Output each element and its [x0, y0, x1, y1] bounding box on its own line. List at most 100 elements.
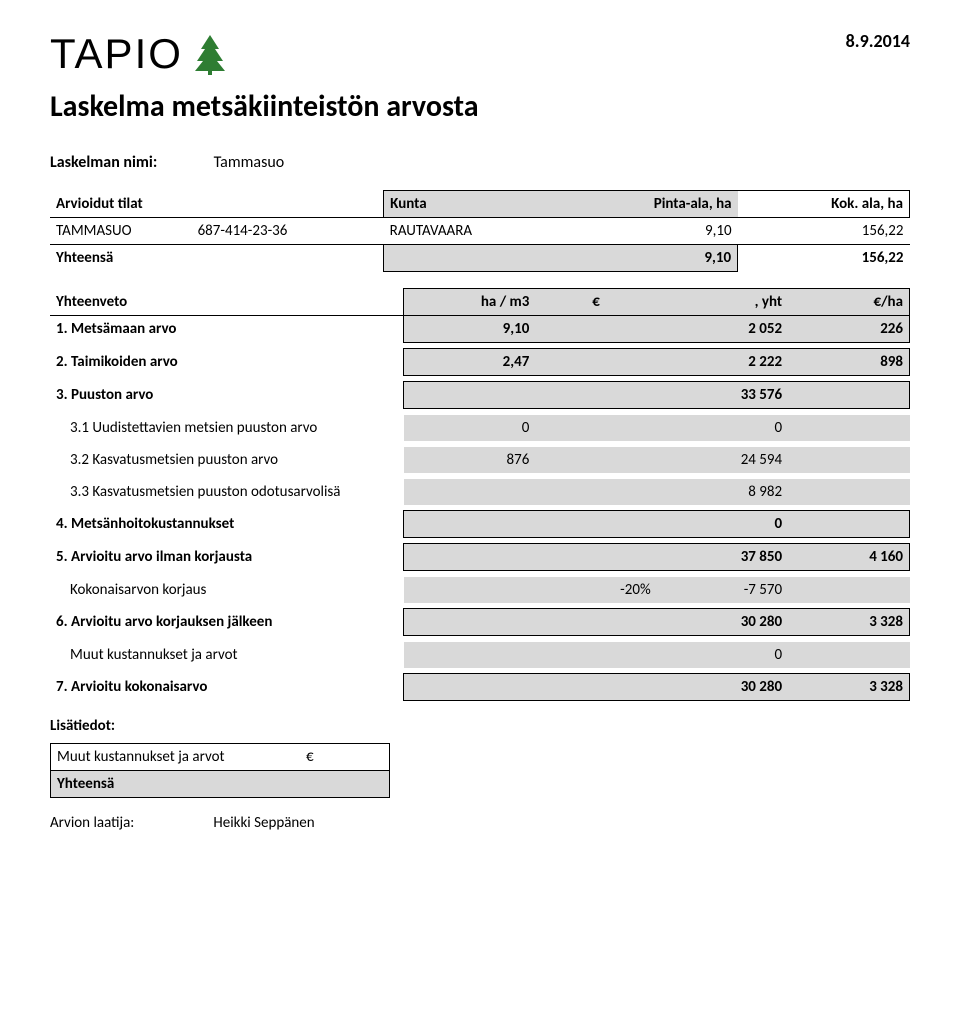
- veto-cell: [535, 479, 656, 505]
- veto-row: 4. Metsänhoitokustannukset 0: [50, 511, 910, 538]
- vh-4: €/ha: [788, 289, 909, 316]
- tila-pinta: 9,10: [556, 218, 738, 245]
- vh-3: , yht: [657, 289, 788, 316]
- veto-cell: [404, 642, 535, 668]
- veto-cell: [404, 609, 535, 636]
- veto-cell: 3.1 Uudistettavien metsien puuston arvo: [50, 415, 404, 441]
- author-label: Arvion laatija:: [50, 814, 210, 832]
- veto-cell: [535, 382, 656, 409]
- vh-2: €: [535, 289, 656, 316]
- veto-cell: 3 328: [788, 609, 909, 636]
- veto-cell: 6. Arvioitu arvo korjauksen jälkeen: [50, 609, 404, 636]
- veto-cell: 3.3 Kasvatusmetsien puuston odotusarvoli…: [50, 479, 404, 505]
- veto-row: 3.2 Kasvatusmetsien puuston arvo876 24 59…: [50, 447, 910, 473]
- veto-cell: Muut kustannukset ja arvot: [50, 642, 404, 668]
- veto-cell: 24 594: [657, 447, 788, 473]
- tot-kok: 156,22: [738, 245, 910, 272]
- lisat-label-1: Yhteensä: [51, 771, 290, 798]
- veto-cell: 0: [657, 415, 788, 441]
- veto-cell: [788, 479, 909, 505]
- veto-cell: 30 280: [657, 674, 788, 701]
- veto-cell: 2. Taimikoiden arvo: [50, 349, 404, 376]
- veto-cell: 3 328: [788, 674, 909, 701]
- veto-row: 6. Arvioitu arvo korjauksen jälkeen 30 28…: [50, 609, 910, 636]
- veto-cell: 4. Metsänhoitokustannukset: [50, 511, 404, 538]
- veto-cell: [788, 577, 909, 603]
- veto-cell: Kokonaisarvon korjaus: [50, 577, 404, 603]
- tree-icon: [191, 33, 229, 75]
- lisat-cur-1: [290, 771, 330, 798]
- veto-row: 3.1 Uudistettavien metsien puuston arvo0…: [50, 415, 910, 441]
- veto-cell: [788, 415, 909, 441]
- veto-cell: -7 570: [657, 577, 788, 603]
- laskelman-nimi: Laskelman nimi: Tammasuo: [50, 153, 910, 172]
- veto-cell: 33 576: [657, 382, 788, 409]
- logo: TAPIO: [50, 30, 229, 78]
- th-kunta: Kunta: [384, 191, 556, 218]
- veto-cell: 898: [788, 349, 909, 376]
- yhteenveto-table: Yhteenveto ha / m3 € , yht €/ha 1. Metsä…: [50, 288, 910, 701]
- veto-cell: -20%: [535, 577, 656, 603]
- author: Arvion laatija: Heikki Seppänen: [50, 814, 910, 832]
- veto-cell: [404, 382, 535, 409]
- th-arvioidut: Arvioidut tilat: [50, 191, 384, 218]
- veto-cell: [788, 447, 909, 473]
- tilat-header-row: Arvioidut tilat Kunta Pinta-ala, ha Kok.…: [50, 191, 910, 218]
- veto-cell: 7. Arvioitu kokonaisarvo: [50, 674, 404, 701]
- veto-cell: 2,47: [404, 349, 535, 376]
- veto-row: 1. Metsämaan arvo9,102 052226: [50, 316, 910, 343]
- veto-cell: [404, 674, 535, 701]
- veto-cell: [404, 544, 535, 571]
- th-kok: Kok. ala, ha: [738, 191, 910, 218]
- veto-cell: 2 222: [657, 349, 788, 376]
- author-name: Heikki Seppänen: [213, 814, 314, 832]
- tila-kunta: RAUTAVAARA: [384, 218, 556, 245]
- tilat-table: Arvioidut tilat Kunta Pinta-ala, ha Kok.…: [50, 190, 910, 272]
- th-pinta: Pinta-ala, ha: [556, 191, 738, 218]
- veto-cell: 0: [657, 511, 788, 538]
- veto-cell: [535, 415, 656, 441]
- lisat-val-0: [330, 744, 390, 771]
- lisatiedot-table: Muut kustannukset ja arvot € Yhteensä: [50, 743, 390, 798]
- veto-row: 2. Taimikoiden arvo2,47 2 222898: [50, 349, 910, 376]
- veto-cell: 3.2 Kasvatusmetsien puuston arvo: [50, 447, 404, 473]
- veto-cell: [535, 674, 656, 701]
- veto-row: Kokonaisarvon korjaus -20%-7 570: [50, 577, 910, 603]
- tot-label: Yhteensä: [50, 245, 384, 272]
- lisatiedot-title: Lisätiedot:: [50, 717, 910, 735]
- tila-name: TAMMASUO: [50, 218, 192, 245]
- veto-cell: [788, 642, 909, 668]
- veto-cell: [535, 447, 656, 473]
- veto-cell: 876: [404, 447, 535, 473]
- nimi-label: Laskelman nimi:: [50, 153, 210, 172]
- tilat-row: TAMMASUO 687-414-23-36 RAUTAVAARA 9,10 1…: [50, 218, 910, 245]
- veto-cell: 0: [657, 642, 788, 668]
- veto-row: Muut kustannukset ja arvot 0: [50, 642, 910, 668]
- veto-cell: [535, 316, 656, 343]
- veto-row: 5. Arvioitu arvo ilman korjausta37 8504 …: [50, 544, 910, 571]
- nimi-value: Tammasuo: [214, 153, 285, 172]
- veto-cell: 30 280: [657, 609, 788, 636]
- lisat-cur-0: €: [290, 744, 330, 771]
- veto-cell: [535, 609, 656, 636]
- tila-kok: 156,22: [738, 218, 910, 245]
- lisat-label-0: Muut kustannukset ja arvot: [51, 744, 290, 771]
- tot-pinta: 9,10: [556, 245, 738, 272]
- page-title: Laskelma metsäkiinteistön arvosta: [50, 88, 910, 125]
- veto-cell: [535, 511, 656, 538]
- veto-row: 7. Arvioitu kokonaisarvo 30 2803 328: [50, 674, 910, 701]
- veto-cell: [535, 642, 656, 668]
- tilat-total: Yhteensä 9,10 156,22: [50, 245, 910, 272]
- vh-0: Yhteenveto: [50, 289, 404, 316]
- tot-blank: [384, 245, 556, 272]
- vh-1: ha / m3: [404, 289, 535, 316]
- veto-cell: 9,10: [404, 316, 535, 343]
- veto-cell: 2 052: [657, 316, 788, 343]
- lisat-val-1: [330, 771, 390, 798]
- veto-cell: 37 850: [657, 544, 788, 571]
- veto-row: 3.3 Kasvatusmetsien puuston odotusarvoli…: [50, 479, 910, 505]
- veto-cell: [404, 479, 535, 505]
- veto-header: Yhteenveto ha / m3 € , yht €/ha: [50, 289, 910, 316]
- veto-cell: [404, 577, 535, 603]
- veto-cell: 0: [404, 415, 535, 441]
